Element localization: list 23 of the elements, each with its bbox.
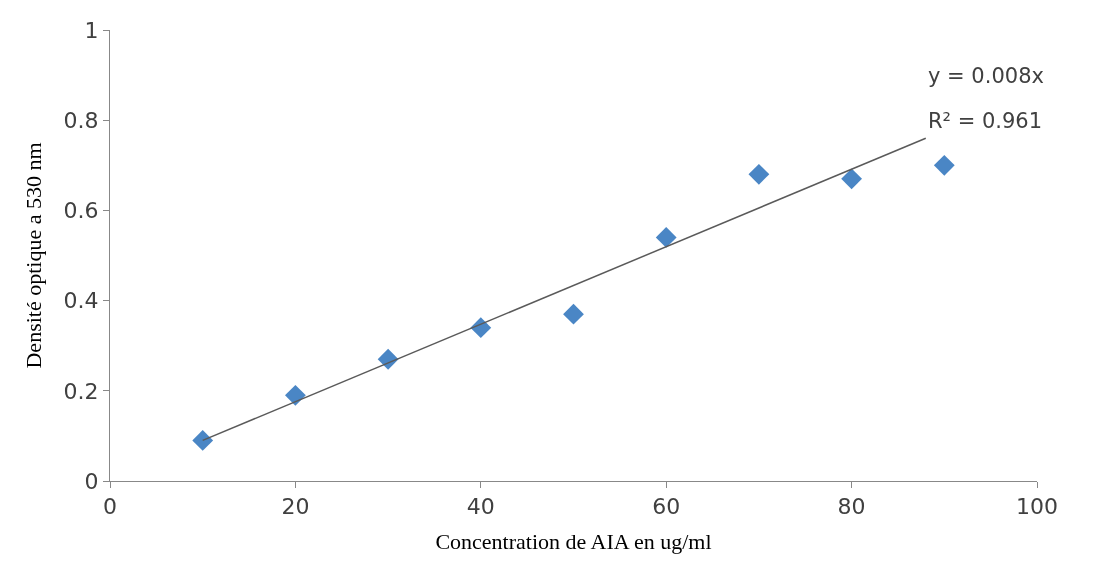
point	[841, 168, 862, 190]
y-tick-label: 0	[84, 468, 99, 494]
x-tick-label: 40	[466, 494, 495, 520]
x-tick-label: 60	[652, 494, 681, 520]
x-tick-label: 20	[281, 494, 310, 520]
x-tick-label: 100	[1016, 494, 1058, 520]
point	[285, 384, 306, 406]
y-tick-label: 0.4	[63, 288, 99, 314]
y-tick-label: 1	[84, 17, 99, 43]
y-tick-label: 0.8	[63, 107, 99, 133]
y-tick-label: 0.2	[63, 378, 99, 404]
x-axis-title: Concentration de AIA en ug/ml	[435, 529, 712, 555]
x-tick-label: 80	[837, 494, 866, 520]
point	[192, 430, 214, 451]
y-tick-label: 0.6	[63, 198, 99, 224]
point	[748, 163, 770, 185]
point	[933, 154, 955, 176]
point	[563, 303, 584, 325]
annotation: y = 0.008x	[928, 64, 1044, 88]
annotation: R² = 0.961	[928, 109, 1043, 133]
y-axis-title: Densité optique a 530 nm	[21, 142, 47, 369]
point	[655, 227, 677, 248]
x-tick-label: 0	[103, 494, 117, 520]
